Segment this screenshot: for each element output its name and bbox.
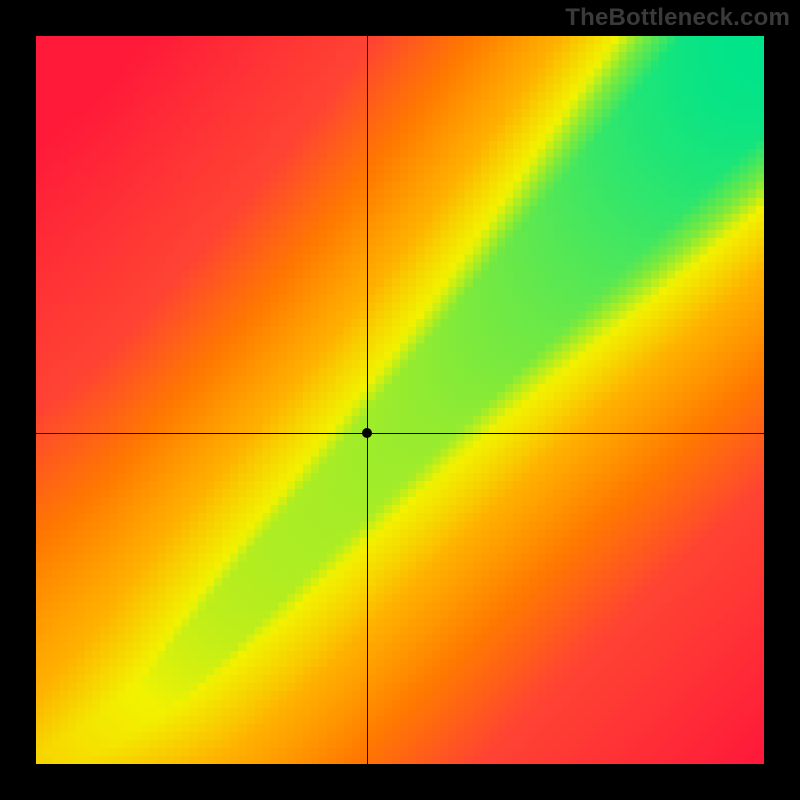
- crosshair-vertical: [367, 36, 368, 764]
- plot-area: [36, 36, 764, 764]
- crosshair-marker: [362, 428, 372, 438]
- crosshair-horizontal: [36, 433, 764, 434]
- heatmap-canvas: [36, 36, 764, 764]
- watermark-text: TheBottleneck.com: [565, 4, 790, 32]
- chart-root: TheBottleneck.com: [0, 0, 800, 800]
